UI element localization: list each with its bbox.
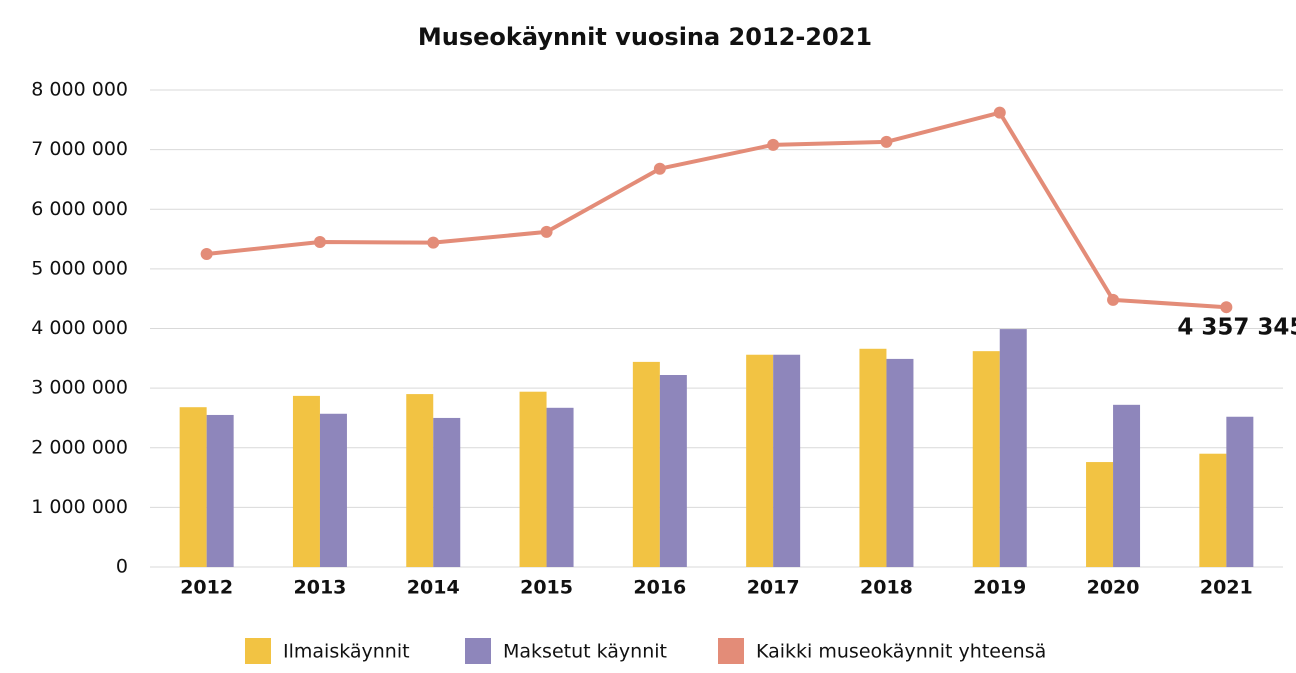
bar <box>773 354 801 567</box>
x-tick-label: 2014 <box>407 577 460 599</box>
y-tick-label: 6 000 000 <box>31 198 128 220</box>
legend-label: Ilmaiskäynnit <box>283 641 410 663</box>
bar <box>319 413 347 567</box>
legend-label: Kaikki museokäynnit yhteensä <box>756 641 1046 663</box>
line-marker <box>1107 293 1120 306</box>
data-label: 4 357 345 <box>1177 315 1296 341</box>
x-tick-label: 2017 <box>747 577 800 599</box>
y-tick-label: 7 000 000 <box>31 138 128 160</box>
line-marker <box>993 106 1006 119</box>
x-tick-label: 2015 <box>520 577 573 599</box>
legend-label: Maksetut käynnit <box>503 641 667 663</box>
bar <box>292 395 320 567</box>
y-tick-label: 4 000 000 <box>31 317 128 339</box>
bar <box>886 358 914 567</box>
bar <box>1199 453 1227 567</box>
y-tick-label: 5 000 000 <box>31 257 128 279</box>
x-tick-label: 2019 <box>973 577 1026 599</box>
x-tick-label: 2021 <box>1200 577 1253 599</box>
legend-swatch <box>718 638 744 664</box>
x-tick-label: 2012 <box>180 577 233 599</box>
line <box>206 110 1227 310</box>
bar <box>546 407 574 567</box>
y-tick-label: 8 000 000 <box>31 79 128 101</box>
bar <box>1086 462 1114 567</box>
bar <box>406 394 434 567</box>
bar <box>1226 416 1254 567</box>
line-marker <box>313 236 326 249</box>
bar <box>179 407 207 567</box>
x-tick-label: 2016 <box>633 577 686 599</box>
y-tick-label: 2 000 000 <box>31 436 128 458</box>
bar <box>1113 404 1141 567</box>
bar <box>632 361 660 567</box>
legend-swatch <box>465 638 491 664</box>
x-tick-label: 2013 <box>294 577 347 599</box>
bar <box>519 391 547 567</box>
bar <box>746 354 774 567</box>
bar <box>999 329 1027 567</box>
line-marker <box>653 162 666 175</box>
bar <box>972 351 1000 567</box>
line-marker <box>767 138 780 151</box>
y-tick-label: 1 000 000 <box>31 496 128 518</box>
x-tick-label: 2018 <box>860 577 913 599</box>
line-marker <box>200 247 213 260</box>
legend-swatch <box>245 638 271 664</box>
bar <box>433 417 461 567</box>
bar <box>659 375 687 567</box>
bar <box>859 348 887 567</box>
y-tick-label: 3 000 000 <box>31 377 128 399</box>
line-marker <box>1220 301 1233 314</box>
x-tick-label: 2020 <box>1087 577 1140 599</box>
line-marker <box>880 135 893 148</box>
y-tick-label: 0 <box>116 556 128 578</box>
line-marker <box>427 236 440 249</box>
line-marker <box>540 225 553 238</box>
bar <box>206 414 234 567</box>
chart-title: Museokäynnit vuosina 2012-2021 <box>418 23 872 51</box>
